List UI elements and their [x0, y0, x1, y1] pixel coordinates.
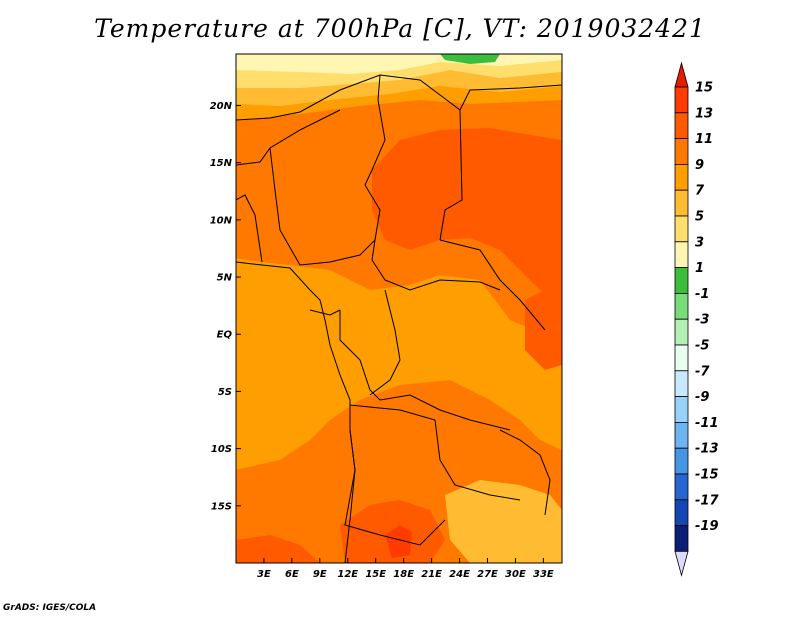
colorbar-label: -15: [695, 468, 719, 483]
lon-tick-label: 33E: [533, 569, 554, 580]
colorbar-bottom-arrow: [674, 551, 689, 577]
colorbar-label: -1: [695, 287, 709, 302]
lat-tick-label: 15N: [210, 158, 233, 169]
colorbar-label: -13: [695, 442, 719, 457]
colorbar-label: -17: [695, 493, 719, 508]
field-band-9to11-south: [445, 480, 562, 563]
lat-tick-label: 20N: [210, 101, 233, 112]
lon-tick-label: 27E: [477, 569, 498, 580]
latitude-axis: 20N 15N 10N 5N EQ 5S 10S 15S: [210, 101, 241, 512]
colorbar-label: 13: [695, 106, 713, 121]
lon-tick-label: 18E: [393, 569, 414, 580]
colorbar-label: 15: [695, 81, 713, 96]
country-borders: [236, 74, 562, 546]
lat-tick-label: 5S: [218, 387, 232, 398]
colorbar-swatch: [674, 396, 689, 423]
credit-label: GrADS: IGES/COLA: [3, 603, 97, 613]
field-band-above-15: [385, 525, 412, 558]
field-band-13to15-central: [372, 128, 562, 300]
lon-tick-label: 30E: [505, 569, 526, 580]
longitude-axis: 3E 6E 9E 12E 15E 18E 21E 24E 27E 30E 33E: [257, 558, 554, 580]
colorbar-swatch: [674, 525, 689, 552]
lat-tick-label: 10S: [211, 444, 232, 455]
colorbar-label: 7: [695, 184, 705, 199]
lon-tick-label: 15E: [365, 569, 386, 580]
colorbar-label: 9: [695, 158, 704, 173]
chart-title: Temperature at 700hPa [C], VT: 201903242…: [94, 14, 706, 43]
colorbar-label: -5: [695, 339, 709, 354]
lon-tick-label: 21E: [421, 569, 442, 580]
lon-tick-label: 12E: [337, 569, 358, 580]
colorbar-label: 1: [695, 261, 704, 276]
colorbar-swatch: [674, 370, 689, 397]
colorbar-swatch: [674, 215, 689, 243]
lon-tick-label: 3E: [257, 569, 271, 580]
colorbar-label: 5: [695, 210, 704, 225]
lon-tick-label: 24E: [449, 569, 470, 580]
lat-tick-label: 15S: [211, 501, 232, 512]
colorbar-swatch: [674, 292, 689, 320]
lat-tick-label: 5N: [217, 273, 233, 284]
colorbar-label: 3: [695, 235, 704, 250]
colorbar-swatch: [674, 473, 689, 501]
colorbar-swatch: [674, 344, 689, 372]
lat-tick-label: 10N: [210, 215, 233, 226]
temperature-field: [236, 54, 562, 563]
lon-tick-label: 6E: [285, 569, 299, 580]
colorbar: 15 13 11 9 7 5 3 1 -1 -3 -5 -7 -9 -11 -13 -15 -17 -19: [674, 61, 719, 577]
colorbar-label: -19: [695, 519, 719, 534]
colorbar-swatch: [674, 267, 689, 294]
colorbar-swatch: [674, 112, 689, 140]
colorbar-swatch: [674, 241, 689, 269]
coastline: [236, 261, 356, 563]
lat-tick-label: EQ: [217, 330, 233, 341]
colorbar-label: -11: [695, 416, 719, 431]
map-frame: [235, 53, 563, 564]
field-band-13to15-east: [525, 290, 562, 370]
colorbar-swatch: [674, 163, 689, 191]
colorbar-swatch: [674, 189, 689, 217]
colorbar-label: -7: [695, 364, 710, 379]
lon-tick-label: 9E: [313, 569, 327, 580]
colorbar-top-arrow: [674, 61, 689, 88]
colorbar-swatch: [674, 499, 689, 526]
colorbar-swatch: [674, 138, 689, 165]
colorbar-swatch: [674, 421, 689, 449]
field-band-1to3-north: [440, 54, 500, 64]
colorbar-label: 11: [695, 132, 713, 147]
colorbar-label: -9: [695, 390, 709, 405]
colorbar-label: -3: [695, 313, 709, 328]
colorbar-swatch: [674, 86, 689, 114]
colorbar-swatch: [674, 318, 689, 346]
colorbar-swatch: [674, 447, 689, 475]
field-band-13to15-southeast: [236, 535, 320, 563]
